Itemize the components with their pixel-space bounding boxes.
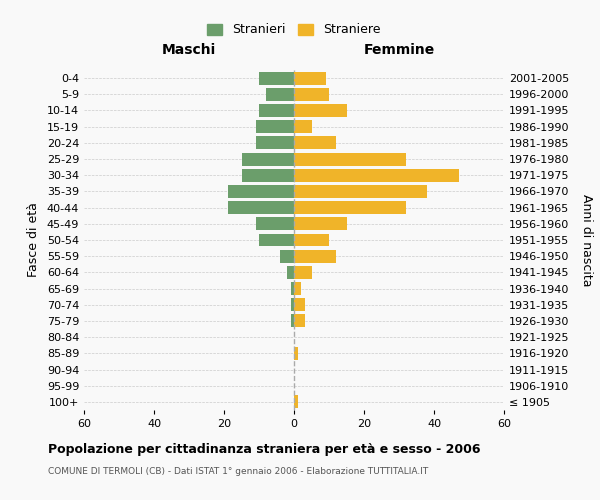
Bar bbox=[287, 266, 294, 279]
Bar bbox=[294, 347, 298, 360]
Bar bbox=[294, 152, 406, 166]
Y-axis label: Anni di nascita: Anni di nascita bbox=[580, 194, 593, 286]
Bar bbox=[294, 136, 336, 149]
Bar bbox=[294, 72, 325, 85]
Y-axis label: Fasce di età: Fasce di età bbox=[27, 202, 40, 278]
Bar bbox=[259, 104, 294, 117]
Bar bbox=[294, 218, 347, 230]
Bar bbox=[259, 234, 294, 246]
Bar bbox=[294, 88, 329, 101]
Text: COMUNE DI TERMOLI (CB) - Dati ISTAT 1° gennaio 2006 - Elaborazione TUTTITALIA.IT: COMUNE DI TERMOLI (CB) - Dati ISTAT 1° g… bbox=[48, 468, 428, 476]
Bar bbox=[256, 120, 294, 133]
Bar bbox=[294, 266, 311, 279]
Bar bbox=[294, 314, 305, 328]
Bar bbox=[241, 169, 294, 181]
Bar bbox=[266, 88, 294, 101]
Bar bbox=[294, 234, 329, 246]
Bar bbox=[241, 152, 294, 166]
Bar bbox=[294, 169, 458, 181]
Bar bbox=[290, 282, 294, 295]
Bar bbox=[256, 136, 294, 149]
Bar bbox=[294, 185, 427, 198]
Bar bbox=[294, 396, 298, 408]
Bar bbox=[294, 282, 301, 295]
Bar bbox=[259, 72, 294, 85]
Text: Maschi: Maschi bbox=[162, 43, 216, 57]
Bar bbox=[227, 201, 294, 214]
Bar bbox=[256, 218, 294, 230]
Bar bbox=[294, 201, 406, 214]
Text: Femmine: Femmine bbox=[364, 43, 434, 57]
Bar bbox=[227, 185, 294, 198]
Legend: Stranieri, Straniere: Stranieri, Straniere bbox=[202, 18, 386, 42]
Bar bbox=[294, 250, 336, 262]
Bar bbox=[294, 104, 347, 117]
Bar bbox=[294, 298, 305, 311]
Bar bbox=[280, 250, 294, 262]
Bar bbox=[290, 314, 294, 328]
Bar bbox=[290, 298, 294, 311]
Text: Popolazione per cittadinanza straniera per età e sesso - 2006: Popolazione per cittadinanza straniera p… bbox=[48, 442, 481, 456]
Bar bbox=[294, 120, 311, 133]
